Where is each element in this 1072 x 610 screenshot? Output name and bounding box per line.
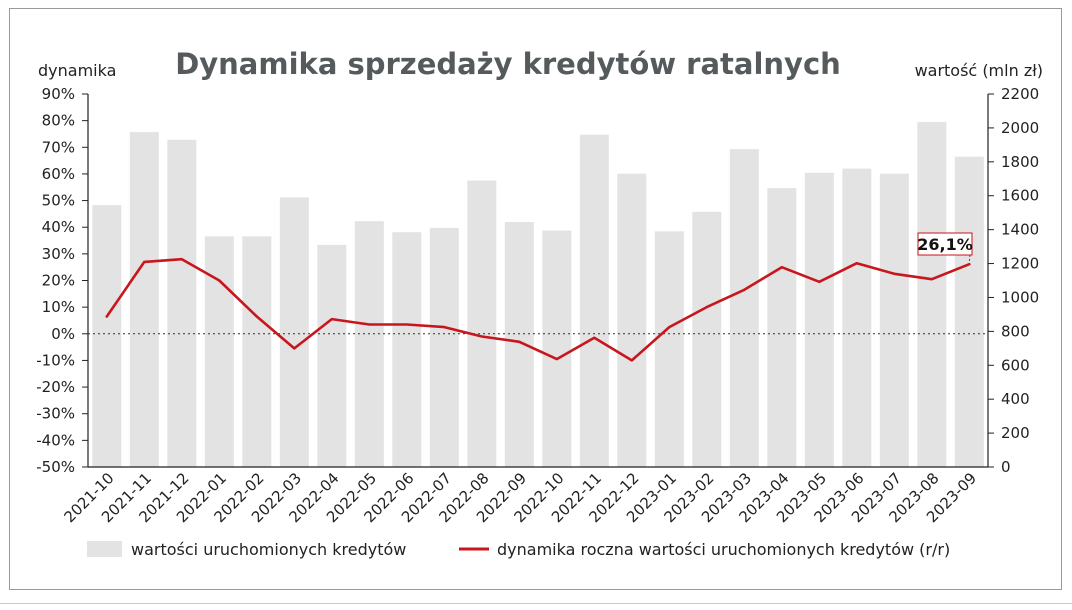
left-tick-label: 90%: [42, 85, 75, 103]
bar: [354, 221, 384, 467]
left-tick-label: -40%: [36, 431, 75, 449]
right-axis-label: wartość (mln zł): [915, 61, 1043, 80]
left-tick-label: 40%: [42, 218, 75, 236]
legend-line-label: dynamika roczna wartości uruchomionych k…: [497, 540, 950, 559]
bar: [92, 205, 122, 467]
bars-group: [92, 122, 984, 468]
right-tick-label: 800: [1001, 322, 1030, 340]
x-tick-labels: 2021-102021-112021-122022-012022-022022-…: [61, 469, 981, 526]
right-tick-label: 2000: [1001, 119, 1039, 137]
bar: [654, 231, 684, 467]
left-tick-labels: 90% 80% 70% 60% 50% 40% 30% 20% 10% 0% -10% -20% -30…: [36, 85, 88, 476]
left-tick-label: 50%: [42, 192, 75, 210]
line-series-group: [105, 257, 971, 362]
bar: [467, 180, 497, 467]
right-tick-label: 600: [1001, 356, 1030, 374]
right-tick-label: 0: [1001, 458, 1011, 476]
left-tick-label: 10%: [42, 298, 75, 316]
right-tick-label: 200: [1001, 424, 1030, 442]
left-tick-label: -10%: [36, 351, 75, 369]
left-tick-label: 20%: [42, 272, 75, 290]
bar: [279, 197, 309, 467]
bar: [729, 149, 759, 467]
bar: [804, 172, 834, 468]
left-tick-label: -20%: [36, 378, 75, 396]
right-tick-label: 1600: [1001, 187, 1039, 205]
chart-title: Dynamika sprzedaży kredytów ratalnych: [175, 47, 841, 81]
left-tick-label: 80%: [42, 112, 75, 130]
left-tick-label: -30%: [36, 405, 75, 423]
bar: [579, 134, 609, 467]
bar: [542, 230, 572, 467]
bar: [317, 244, 347, 467]
right-tick-labels: 2200200018001600140012001000800600400200…: [988, 85, 1039, 476]
bar: [504, 222, 534, 467]
bar: [167, 139, 197, 468]
right-tick-label: 1000: [1001, 288, 1039, 306]
bar: [429, 227, 459, 467]
legend-bar-label: wartości uruchomionych kredytów: [131, 540, 406, 559]
bar: [917, 122, 947, 467]
dynamics-line: [105, 257, 971, 362]
bar: [954, 156, 984, 467]
bar: [842, 168, 872, 467]
left-tick-label: 0%: [51, 325, 75, 343]
bar: [879, 173, 909, 467]
left-tick-label: -50%: [36, 458, 75, 476]
right-tick-label: 1400: [1001, 221, 1039, 239]
bar: [617, 173, 647, 467]
left-tick-label: 70%: [42, 138, 75, 156]
annotation-group: 26,1%: [917, 232, 973, 263]
bar: [392, 232, 422, 467]
right-tick-label: 1200: [1001, 255, 1039, 273]
right-tick-label: 400: [1001, 390, 1030, 408]
annotation-box: [917, 232, 973, 256]
annotation-leader: [968, 254, 971, 263]
left-tick-label: 30%: [42, 245, 75, 263]
annotation-label: 26,1%: [917, 235, 973, 254]
axes-group: [87, 94, 989, 468]
bar: [767, 188, 797, 467]
left-axis-label: dynamika: [38, 61, 116, 80]
right-tick-label: 1800: [1001, 153, 1039, 171]
footer-rule: [0, 603, 1072, 604]
legend: wartości uruchomionych kredytów dynamika…: [87, 540, 950, 559]
legend-bar-swatch: [87, 541, 122, 557]
bar: [242, 236, 272, 467]
left-tick-label: 60%: [42, 165, 75, 183]
bar: [204, 236, 234, 467]
bar: [692, 211, 722, 467]
bar: [129, 132, 159, 467]
right-tick-label: 2200: [1001, 85, 1039, 103]
